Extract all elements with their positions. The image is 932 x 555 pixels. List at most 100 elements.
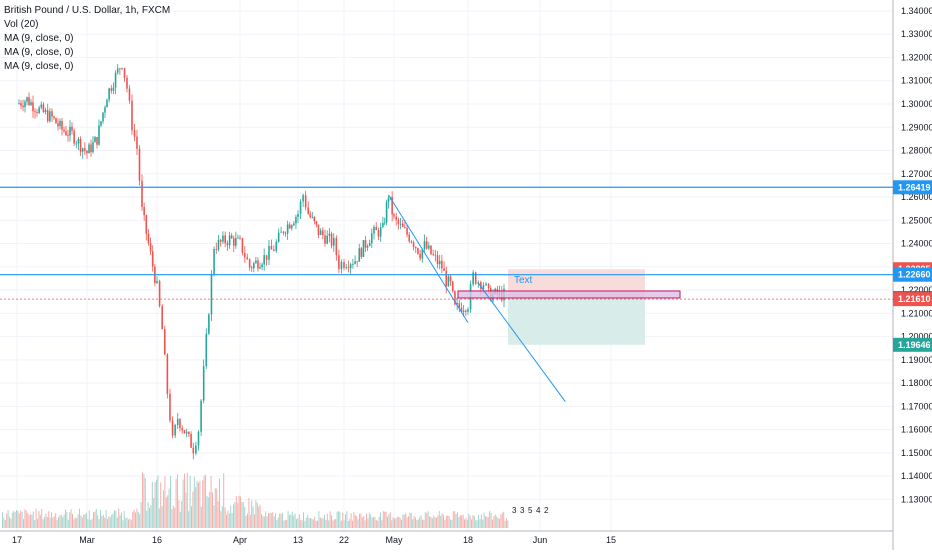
volume-bar <box>123 511 125 528</box>
volume-bar <box>280 513 282 528</box>
volume-bar <box>385 511 387 528</box>
volume-bar <box>363 516 365 528</box>
volume-bar <box>402 514 404 528</box>
volume-bar <box>354 515 356 528</box>
volume-bar <box>389 512 391 528</box>
volume-bar <box>104 517 106 528</box>
candle-body <box>161 306 163 330</box>
volume-bar <box>205 474 206 528</box>
volume-bar <box>184 473 185 528</box>
volume-bar <box>335 519 337 528</box>
volume-bar <box>100 509 101 528</box>
price-axis-tick: 1.19000 <box>901 355 932 365</box>
volume-bar <box>235 496 237 528</box>
symbol-title[interactable]: British Pound / U.S. Dollar, 1h, FXCM <box>4 5 171 16</box>
candle-body <box>133 130 136 137</box>
candle-body <box>322 230 324 236</box>
volume-bar <box>343 520 345 528</box>
candle-body <box>84 148 86 151</box>
volume-marker: 5 <box>528 506 533 515</box>
candle-body <box>368 243 371 246</box>
candle-body <box>387 198 390 203</box>
volume-bar <box>296 519 297 528</box>
volume-bar <box>98 519 100 528</box>
indicator-ma-3[interactable]: MA (9, close, 0) <box>4 61 74 72</box>
volume-bar <box>380 512 381 528</box>
volume-bar <box>210 476 212 528</box>
volume-bar <box>3 518 5 528</box>
volume-bar <box>266 516 268 528</box>
volume-bar <box>352 520 353 528</box>
price-label-box <box>893 337 932 352</box>
candle-body <box>156 280 158 284</box>
volume-bar <box>128 519 129 528</box>
volume-bar <box>115 510 117 528</box>
price-axis-tick: 1.24000 <box>901 239 932 249</box>
volume-bar <box>268 513 269 528</box>
candle-body <box>69 126 71 136</box>
candle-body <box>385 202 388 223</box>
candle-body <box>335 237 338 256</box>
volume-bar <box>444 519 446 528</box>
volume-bar <box>287 511 289 528</box>
volume-bar <box>132 512 134 528</box>
candle-body <box>438 260 441 265</box>
volume-bar <box>221 506 223 528</box>
volume-bar <box>136 508 138 528</box>
volume-bar <box>273 516 275 528</box>
indicator-ma-1[interactable]: MA (9, close, 0) <box>4 33 74 44</box>
candle-body <box>181 428 183 431</box>
candle-body <box>317 224 320 235</box>
volume-bar <box>489 511 491 528</box>
position-tool-label: Text <box>514 275 533 286</box>
candle-body <box>465 310 467 312</box>
volume-bar <box>179 511 181 528</box>
candle-body <box>366 245 369 248</box>
volume-bar <box>506 518 507 528</box>
volume-bar <box>207 497 209 528</box>
volume-bar <box>206 495 208 528</box>
volume-bar <box>153 497 155 528</box>
candle-body <box>480 282 482 289</box>
volume-bar <box>182 479 184 528</box>
volume-bar <box>251 500 253 528</box>
volume-marker: 3 <box>512 506 517 515</box>
candle-body <box>108 88 110 100</box>
volume-bar <box>108 516 110 528</box>
volume-bar <box>151 481 153 528</box>
candle-body <box>259 267 261 269</box>
volume-bar <box>325 519 327 528</box>
candle-body <box>428 245 430 249</box>
volume-bar <box>263 516 265 528</box>
volume-bar <box>196 481 198 528</box>
volume-bar <box>448 516 450 528</box>
volume-bar <box>35 508 37 528</box>
volume-bar <box>122 520 124 528</box>
candle-body <box>94 137 96 143</box>
candle-body <box>71 126 73 131</box>
candle-body <box>265 255 268 260</box>
volume-bar <box>387 516 388 528</box>
volume-bar <box>494 514 496 528</box>
volume-bar <box>461 515 463 528</box>
volume-bar <box>312 519 314 528</box>
volume-bar <box>86 512 87 528</box>
volume-bar <box>2 512 3 528</box>
candle-body <box>112 87 115 91</box>
volume-bar <box>377 520 379 528</box>
volume-bar <box>472 515 474 528</box>
volume-bar <box>112 513 114 528</box>
candle-body <box>443 268 445 271</box>
candle-body <box>364 240 367 248</box>
candle-body <box>328 233 331 236</box>
volume-bar <box>443 515 444 528</box>
candle-body <box>482 285 485 289</box>
indicator-volume[interactable]: Vol (20) <box>4 19 39 30</box>
indicator-ma-2[interactable]: MA (9, close, 0) <box>4 47 74 58</box>
volume-bar <box>457 512 458 528</box>
candle-body <box>116 68 119 73</box>
candle-body <box>174 424 176 436</box>
candle-body <box>75 143 78 145</box>
